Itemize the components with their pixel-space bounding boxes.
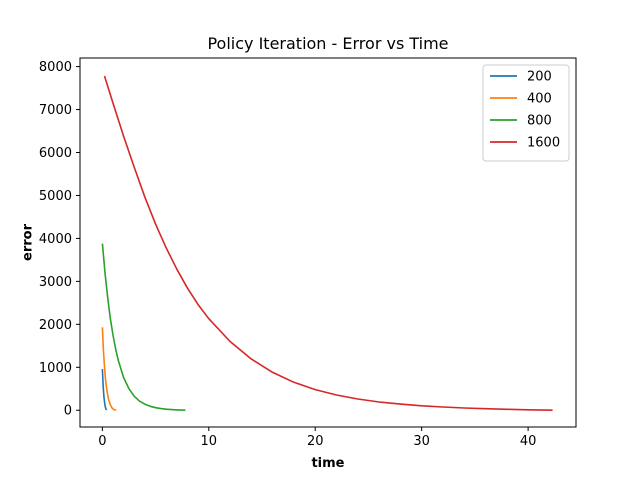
x-tick-label: 0 [98, 434, 106, 449]
legend: 200 400 800 1600 [482, 64, 570, 162]
y-tick-label: 1000 [39, 361, 72, 376]
y-tick-label: 5000 [39, 189, 72, 204]
legend-box [482, 64, 570, 162]
x-axis-title: time [311, 456, 344, 471]
x-tick-label: 20 [307, 434, 324, 449]
series-lines [101, 75, 553, 411]
x-tick-label: 30 [413, 434, 430, 449]
y-axis-title: error [21, 223, 36, 261]
series-line-1600 [103, 75, 553, 411]
series-line-200 [101, 368, 108, 411]
plot-area-frame [79, 57, 577, 428]
y-tick-label: 8000 [39, 60, 72, 75]
y-tick-label: 4000 [39, 232, 72, 247]
legend-label-400: 400 [527, 92, 552, 107]
y-tick-label: 3000 [39, 275, 72, 290]
axis-ticks: 0 10 20 30 40 0 1000 2000 3000 4000 5000 6000 7000 80… [39, 60, 536, 449]
y-tick-label: 2000 [39, 318, 72, 333]
series-line-400 [101, 327, 117, 411]
legend-label-800: 800 [527, 114, 552, 129]
legend-label-200: 200 [527, 70, 552, 85]
chart-title: Policy Iteration - Error vs Time [207, 34, 448, 53]
y-tick-label: 7000 [39, 103, 72, 118]
x-tick-label: 40 [520, 434, 537, 449]
series-line-800 [101, 243, 186, 411]
y-tick-label: 6000 [39, 146, 72, 161]
y-tick-label: 0 [64, 404, 72, 419]
x-tick-label: 10 [201, 434, 218, 449]
legend-label-1600: 1600 [527, 136, 560, 151]
